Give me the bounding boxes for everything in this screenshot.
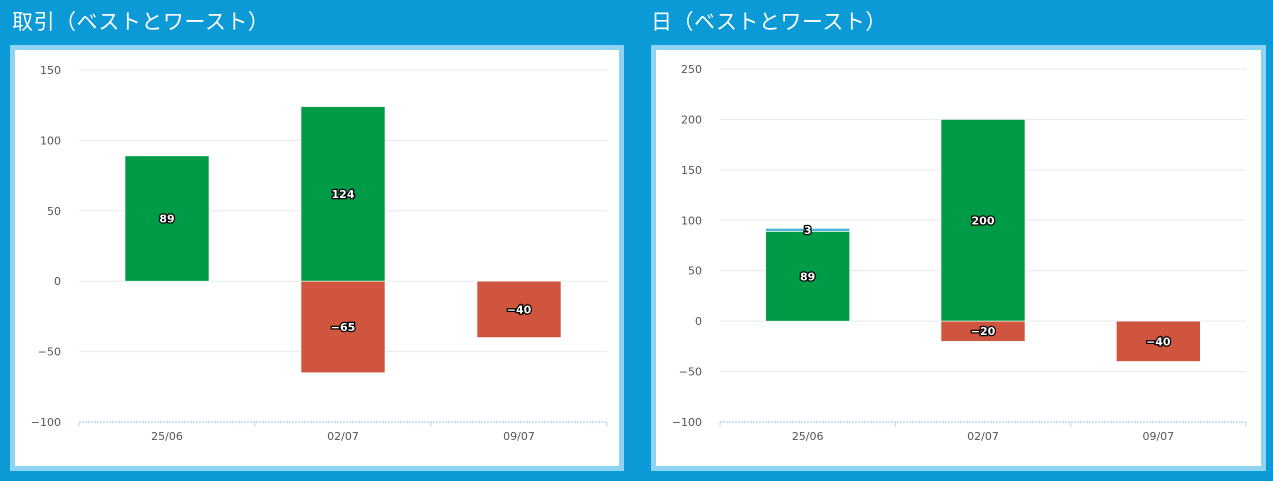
bar-data-label: 89 (159, 213, 174, 226)
bar-segment[interactable] (765, 231, 850, 322)
bar-data-label: 89 (800, 270, 815, 283)
y-tick-label: 50 (688, 265, 702, 278)
bar-segment[interactable] (476, 280, 562, 338)
bar-data-label: −65 (331, 321, 356, 334)
bar-segment[interactable] (300, 106, 386, 282)
bar-data-label: 3 (804, 224, 812, 237)
bar-data-label: 200 (972, 214, 995, 227)
bar-segment[interactable] (1116, 320, 1201, 362)
y-tick-label: 0 (54, 275, 61, 288)
bar-segment[interactable] (300, 280, 386, 374)
trades-panel: 取引（ベストとワースト） 150 100 50 0 −50 −100 25/06 02/07 0… (10, 0, 624, 481)
days-panel: 日（ベストとワースト） 250 200 150 100 50 0 −50 −100 25/06 0… (651, 0, 1266, 481)
bar-segment[interactable] (940, 320, 1026, 342)
bar-data-label: −40 (1146, 335, 1171, 348)
days-panel-title: 日（ベストとワースト） (651, 10, 887, 34)
x-tick-label: 02/07 (967, 430, 999, 443)
y-tick-label: 150 (40, 64, 61, 77)
bar-data-label: −20 (971, 325, 996, 338)
y-tick-label: −50 (679, 366, 702, 379)
y-tick-label: 100 (681, 214, 702, 227)
y-tick-label: −50 (38, 346, 61, 359)
x-tick-label: 09/07 (503, 430, 535, 443)
bar-segment[interactable] (940, 119, 1026, 322)
x-tick-label: 02/07 (327, 430, 359, 443)
y-tick-label: −100 (672, 416, 702, 429)
days-chart-frame: 250 200 150 100 50 0 −50 −100 25/06 02/07 09/07 89 3… (651, 45, 1266, 471)
y-tick-label: 50 (47, 205, 61, 218)
bar-data-label: −40 (507, 303, 532, 316)
y-tick-label: 0 (695, 315, 702, 328)
y-tick-label: 200 (681, 113, 702, 126)
trades-chart-frame: 150 100 50 0 −50 −100 25/06 02/07 09/07 89 124 −65 −… (10, 45, 624, 471)
y-tick-label: 150 (681, 164, 702, 177)
y-tick-label: −100 (31, 416, 61, 429)
bar-data-label: 124 (332, 188, 355, 201)
bar-segment[interactable] (765, 228, 850, 232)
x-tick-label: 09/07 (1142, 430, 1174, 443)
y-tick-label: 250 (681, 63, 702, 76)
x-tick-label: 25/06 (792, 430, 824, 443)
x-tick-label: 25/06 (151, 430, 183, 443)
y-tick-label: 100 (40, 134, 61, 147)
bar-segment[interactable] (124, 155, 210, 282)
days-chart: 250 200 150 100 50 0 −50 −100 25/06 02/07 09/07 89 3… (672, 63, 1247, 443)
trades-chart: 150 100 50 0 −50 −100 25/06 02/07 09/07 89 124 −65 −… (31, 64, 608, 443)
trades-panel-title: 取引（ベストとワースト） (12, 10, 270, 34)
